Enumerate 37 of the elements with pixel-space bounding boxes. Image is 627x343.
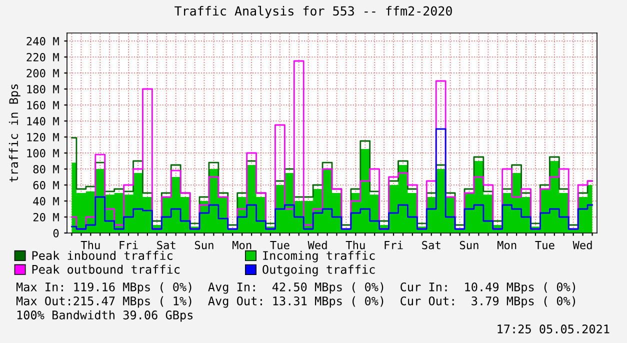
- x-tick-label: Sat: [157, 240, 176, 250]
- text: Max In: 119.16 MBps ( 0%) Avg In: 42.50 MBps ( 0%) Cur In: 10.49 MBps ( 0%): [16, 282, 576, 294]
- y-tick-label: 120 M: [27, 133, 59, 142]
- x-tick-label: Wed: [308, 240, 327, 250]
- x-tick-label: Fri: [120, 240, 138, 250]
- x-tick-label: Sun: [194, 240, 214, 250]
- y-tick-label: 60 M: [33, 181, 59, 190]
- x-tick-label: Tue: [535, 241, 554, 250]
- legend-label: Incoming traffic: [263, 250, 375, 262]
- y-tick-label: 220 M: [26, 53, 59, 62]
- x-tick-label: Thu: [346, 240, 365, 250]
- y-tick-label: 100 M: [27, 149, 59, 158]
- text: 17:25 05.05.2021: [498, 324, 610, 334]
- x-tick-label: Fri: [384, 240, 403, 250]
- x-tick-label: Mon: [232, 241, 252, 250]
- y-tick-label: 40 M: [33, 197, 59, 206]
- text: 100% Bandwidth 39.06 GBps: [17, 310, 193, 322]
- y-tick-label: 140 M: [27, 117, 59, 126]
- legend-label: Peak inbound traffic: [32, 250, 172, 260]
- y-axis-title: traffic in Bps: [8, 84, 20, 182]
- y-tick-label: 20 M: [33, 213, 59, 222]
- x-tick-label: Sat: [422, 240, 440, 250]
- x-tick-label: Wed: [572, 240, 592, 250]
- x-tick-label: Tue: [270, 241, 290, 250]
- y-tick-label: 80 M: [33, 165, 59, 174]
- legend-label: Outgoing traffic: [262, 264, 375, 276]
- y-tick-label: 200 M: [26, 69, 59, 78]
- y-tick-label: 180 M: [27, 85, 59, 94]
- text: Max Out:215.47 MBps ( 1%) Avg Out: 13.31 MBps ( 0%) Cur Out: 3.79 MBps ( 0%): [16, 296, 576, 308]
- y-tick-label: 160 M: [27, 101, 59, 110]
- x-tick-label: Mon: [498, 241, 516, 250]
- y-tick-label: 240 M: [26, 37, 59, 46]
- x-tick-label: Sun: [460, 240, 478, 250]
- legend-label: Peak outbound traffic: [32, 264, 180, 274]
- chart-title: Traffic Analysis for 553 -- ffm2-2020: [174, 6, 452, 18]
- y-tick-label: 0: [53, 229, 59, 238]
- x-tick-label: Thu: [80, 240, 100, 250]
